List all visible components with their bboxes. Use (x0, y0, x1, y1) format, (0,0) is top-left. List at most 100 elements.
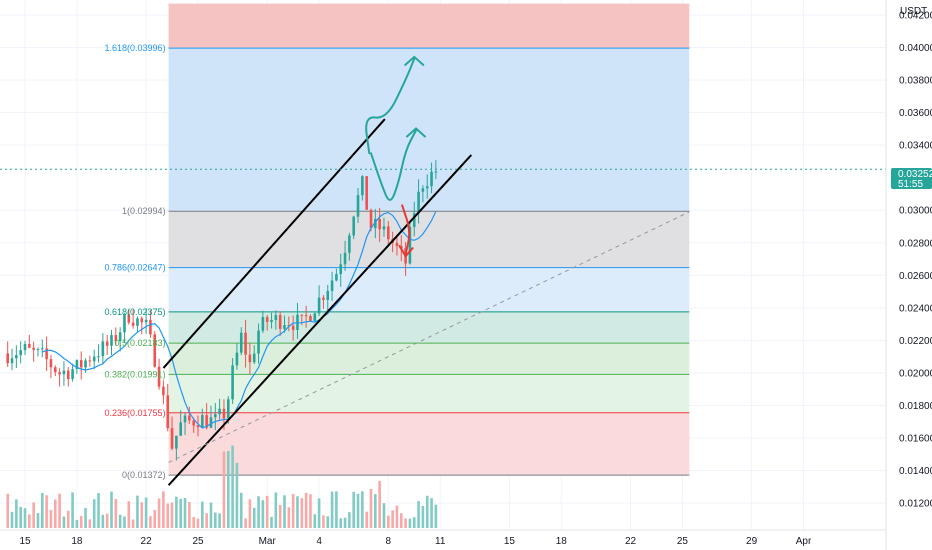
candle-body (335, 274, 338, 281)
volume-bar (62, 516, 66, 528)
candle-body (235, 352, 239, 366)
candle-body (162, 386, 165, 396)
volume-bar (75, 519, 79, 528)
candle-body (205, 415, 208, 428)
volume-bar (79, 516, 83, 528)
candle-body (10, 358, 14, 364)
drawings (0, 55, 886, 486)
volume-bar (425, 495, 429, 528)
volume-bar (140, 502, 144, 528)
fib-level-label: 0.382(0.01991) (105, 369, 166, 379)
volume-bar (97, 493, 100, 528)
candle-body (361, 176, 364, 196)
volume-bar (149, 516, 152, 528)
candle-body (222, 408, 226, 419)
volume-bar (19, 506, 22, 528)
volume-bar (387, 515, 390, 528)
candle-body (257, 330, 260, 354)
price-axis: 0.04200 0.04000 0.03800 0.03600 0.03400 0.030… (899, 10, 932, 509)
candle-body (92, 356, 96, 362)
candle-body (79, 360, 83, 368)
volume-bar (317, 498, 321, 528)
price-tick-label: 0.02600 (899, 271, 932, 282)
volume-bar (374, 494, 377, 528)
volume-bar (214, 512, 217, 528)
volume-bar (201, 501, 204, 528)
candle-body (201, 415, 204, 428)
volume-bar (283, 495, 286, 528)
time-tick-label: 18 (556, 536, 568, 547)
volume-bar (313, 514, 317, 528)
volume-bar (274, 492, 278, 528)
volume-bar (226, 451, 230, 528)
candle-body (339, 264, 343, 275)
annotation-path (370, 129, 417, 201)
candle-body (317, 297, 321, 314)
volume-bar (36, 513, 40, 528)
candle-body (118, 332, 122, 342)
candle-body (131, 322, 135, 326)
current-price-label: 0.03252 (898, 169, 932, 180)
candle-body (330, 280, 334, 291)
candle-body (175, 435, 178, 449)
volume-bar (361, 491, 364, 528)
candle-body (425, 186, 429, 189)
volume-bar (88, 519, 92, 528)
volume-bar (175, 496, 178, 528)
candle-body (239, 332, 243, 353)
fib-level-label: 0.786(0.02647) (105, 263, 166, 273)
candle-body (369, 209, 373, 229)
time-tick-label: 18 (71, 536, 83, 547)
candle-body (140, 318, 144, 323)
volume-bar (144, 497, 148, 528)
time-tick-label: 15 (504, 536, 516, 547)
volume-bar (278, 504, 282, 528)
current-price-tag: 0.03252 51:55 (891, 168, 932, 190)
candle-body (66, 370, 70, 380)
fib-zone (168, 48, 690, 212)
volume-bar (417, 501, 420, 528)
candle-body (309, 316, 312, 321)
candle-body (326, 290, 330, 300)
candle-body (110, 335, 113, 346)
time-tick-label: 8 (386, 536, 392, 547)
candle-body (88, 360, 92, 362)
volume-bar (382, 503, 386, 528)
price-tick-label: 0.02200 (899, 336, 932, 347)
volume-bar (32, 502, 35, 528)
volume-bar (348, 512, 351, 528)
time-axis: 15 18 22 25 Mar 4 8 11 15 18 22 25 29 Apr (19, 536, 812, 547)
candle-body (157, 366, 161, 387)
ma-line (42, 211, 437, 429)
volume-bar (365, 511, 368, 528)
volume-bar (309, 494, 312, 528)
volume-bar (300, 498, 304, 528)
volume-bar (239, 492, 243, 528)
price-tick-label: 0.04000 (899, 43, 932, 54)
fib-level-label: 0.5(0.02183) (115, 338, 166, 348)
price-tick-label: 0.01200 (899, 499, 932, 510)
fib-labels: 1.618(0.03996) 1(0.02994) 0.786(0.02647) 0.… (105, 43, 166, 480)
moving-average (42, 211, 437, 429)
candle-body (71, 369, 74, 380)
price-tick-label: 0.01400 (899, 466, 932, 477)
candle-body (209, 417, 213, 428)
volume-bar (188, 502, 191, 528)
volume-bar (291, 494, 295, 528)
volume-bar (123, 516, 126, 528)
candle-body (62, 370, 66, 375)
candle-body (313, 313, 317, 321)
candle-body (300, 314, 304, 316)
candle-body (23, 343, 27, 351)
fib-zone (168, 311, 690, 344)
volume-bar (343, 517, 347, 528)
price-tick-label: 0.03800 (899, 76, 932, 87)
candle-body (322, 297, 325, 300)
candle-body (6, 353, 9, 364)
candle-body (179, 422, 182, 436)
price-tick-label: 0.03400 (899, 141, 932, 152)
volume-bar (192, 516, 195, 528)
candle-body (283, 325, 286, 329)
